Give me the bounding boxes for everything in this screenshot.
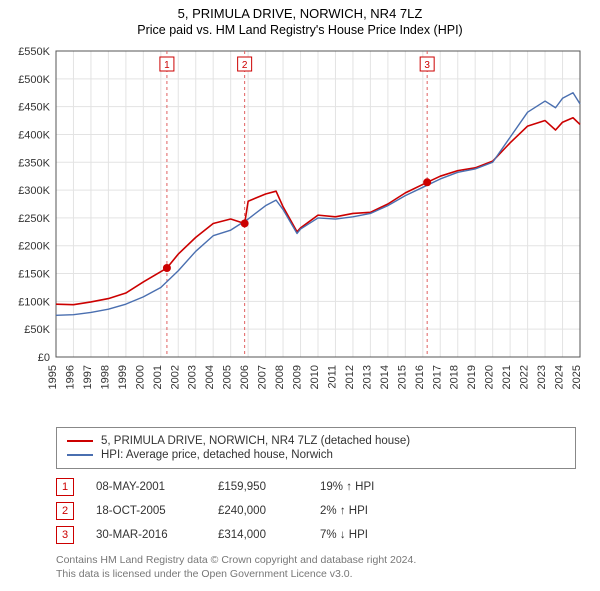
svg-text:2014: 2014 xyxy=(379,365,391,389)
svg-text:2015: 2015 xyxy=(396,365,408,389)
svg-text:2025: 2025 xyxy=(571,365,583,389)
title-block: 5, PRIMULA DRIVE, NORWICH, NR4 7LZ Price… xyxy=(0,0,600,39)
svg-text:2004: 2004 xyxy=(204,365,216,389)
sales-table: 1 08-MAY-2001 £159,950 19% ↑ HPI 2 18-OC… xyxy=(56,475,576,547)
svg-text:£0: £0 xyxy=(38,352,50,364)
footer-line: This data is licensed under the Open Gov… xyxy=(56,567,576,581)
svg-text:2023: 2023 xyxy=(536,365,548,389)
svg-text:2017: 2017 xyxy=(431,365,443,389)
legend-row: 5, PRIMULA DRIVE, NORWICH, NR4 7LZ (deta… xyxy=(67,434,565,448)
svg-text:2016: 2016 xyxy=(414,365,426,389)
svg-text:3: 3 xyxy=(424,60,430,71)
chart-subtitle: Price paid vs. HM Land Registry's House … xyxy=(0,23,600,37)
svg-text:1995: 1995 xyxy=(47,365,59,389)
chart: £0 £50K £100K £150K £200K £250K £300K £350K £400… xyxy=(0,39,600,419)
svg-text:2: 2 xyxy=(242,60,248,71)
chart-title: 5, PRIMULA DRIVE, NORWICH, NR4 7LZ xyxy=(0,6,600,21)
legend-swatch xyxy=(67,454,93,456)
svg-text:£500K: £500K xyxy=(18,74,50,86)
svg-text:1996: 1996 xyxy=(64,365,76,389)
svg-text:2022: 2022 xyxy=(519,365,531,389)
svg-text:2024: 2024 xyxy=(554,365,566,389)
sale-date: 18-OCT-2005 xyxy=(96,505,196,517)
footer: Contains HM Land Registry data © Crown c… xyxy=(56,553,576,581)
event-badge: 3 xyxy=(56,526,74,544)
event-badge: 2 xyxy=(56,502,74,520)
svg-text:2005: 2005 xyxy=(222,365,234,389)
svg-text:2021: 2021 xyxy=(501,365,513,389)
chart-svg: £0 £50K £100K £150K £200K £250K £300K £350K £400… xyxy=(0,39,600,419)
svg-text:2013: 2013 xyxy=(361,365,373,389)
footer-line: Contains HM Land Registry data © Crown c… xyxy=(56,553,576,567)
svg-text:2012: 2012 xyxy=(344,365,356,389)
svg-text:£100K: £100K xyxy=(18,296,50,308)
svg-text:1999: 1999 xyxy=(117,365,129,389)
legend-row: HPI: Average price, detached house, Norw… xyxy=(67,448,565,462)
svg-text:£400K: £400K xyxy=(18,129,50,141)
svg-text:2007: 2007 xyxy=(257,365,269,389)
svg-text:£300K: £300K xyxy=(18,185,50,197)
svg-text:2009: 2009 xyxy=(292,365,304,389)
svg-text:2011: 2011 xyxy=(326,365,338,389)
svg-text:2018: 2018 xyxy=(449,365,461,389)
svg-text:1997: 1997 xyxy=(82,365,94,389)
sale-price: £240,000 xyxy=(218,505,298,517)
svg-text:2020: 2020 xyxy=(484,365,496,389)
sale-date: 08-MAY-2001 xyxy=(96,481,196,493)
svg-text:£450K: £450K xyxy=(18,102,50,114)
legend-swatch xyxy=(67,440,93,442)
legend-label: HPI: Average price, detached house, Norw… xyxy=(101,449,333,461)
svg-text:£50K: £50K xyxy=(24,324,50,336)
event-badge: 1 xyxy=(56,478,74,496)
svg-text:2010: 2010 xyxy=(309,365,321,389)
sale-delta: 7% ↓ HPI xyxy=(320,529,410,541)
svg-text:£250K: £250K xyxy=(18,213,50,225)
svg-text:2001: 2001 xyxy=(152,365,164,389)
svg-text:£350K: £350K xyxy=(18,157,50,169)
svg-text:2008: 2008 xyxy=(274,365,286,389)
legend: 5, PRIMULA DRIVE, NORWICH, NR4 7LZ (deta… xyxy=(56,427,576,469)
sales-row: 3 30-MAR-2016 £314,000 7% ↓ HPI xyxy=(56,523,576,547)
legend-label: 5, PRIMULA DRIVE, NORWICH, NR4 7LZ (deta… xyxy=(101,435,410,447)
sale-price: £159,950 xyxy=(218,481,298,493)
sale-delta: 19% ↑ HPI xyxy=(320,481,410,493)
svg-text:2002: 2002 xyxy=(169,365,181,389)
svg-text:1998: 1998 xyxy=(99,365,111,389)
sale-delta: 2% ↑ HPI xyxy=(320,505,410,517)
svg-text:2019: 2019 xyxy=(466,365,478,389)
sales-row: 1 08-MAY-2001 £159,950 19% ↑ HPI xyxy=(56,475,576,499)
sale-price: £314,000 xyxy=(218,529,298,541)
svg-text:£200K: £200K xyxy=(18,241,50,253)
svg-text:2003: 2003 xyxy=(187,365,199,389)
page: 5, PRIMULA DRIVE, NORWICH, NR4 7LZ Price… xyxy=(0,0,600,581)
svg-text:£550K: £550K xyxy=(18,46,50,58)
svg-text:2000: 2000 xyxy=(134,365,146,389)
svg-text:£150K: £150K xyxy=(18,269,50,281)
svg-text:2006: 2006 xyxy=(239,365,251,389)
sales-row: 2 18-OCT-2005 £240,000 2% ↑ HPI xyxy=(56,499,576,523)
svg-text:1: 1 xyxy=(164,60,170,71)
sale-date: 30-MAR-2016 xyxy=(96,529,196,541)
